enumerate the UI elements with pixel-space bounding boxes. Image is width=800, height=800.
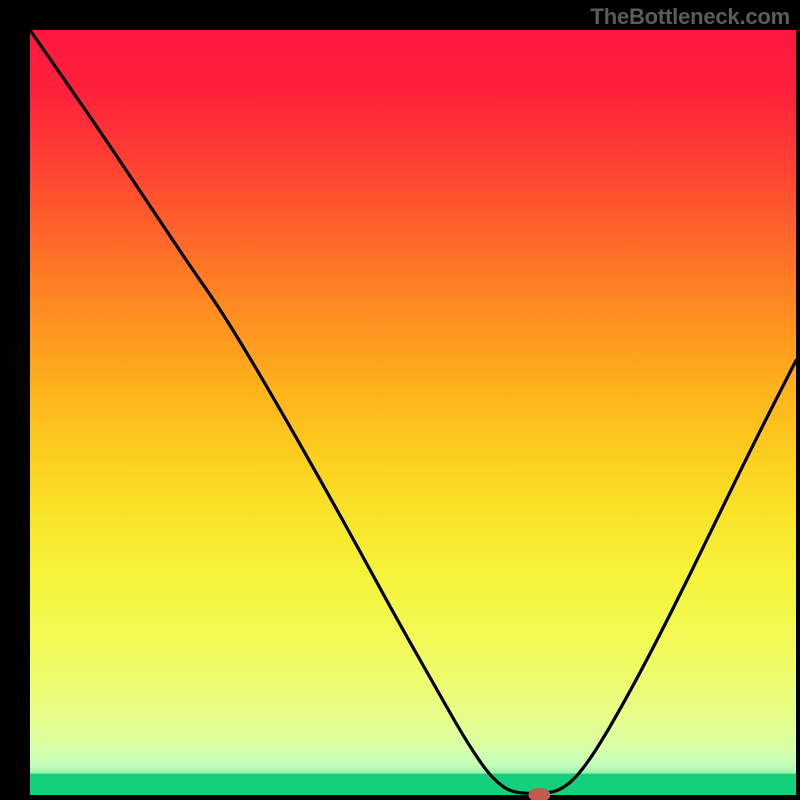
attribution-text: TheBottleneck.com: [590, 4, 790, 30]
green-band: [30, 774, 796, 795]
gradient-fill: [30, 30, 796, 795]
bottleneck-chart: [0, 0, 800, 800]
